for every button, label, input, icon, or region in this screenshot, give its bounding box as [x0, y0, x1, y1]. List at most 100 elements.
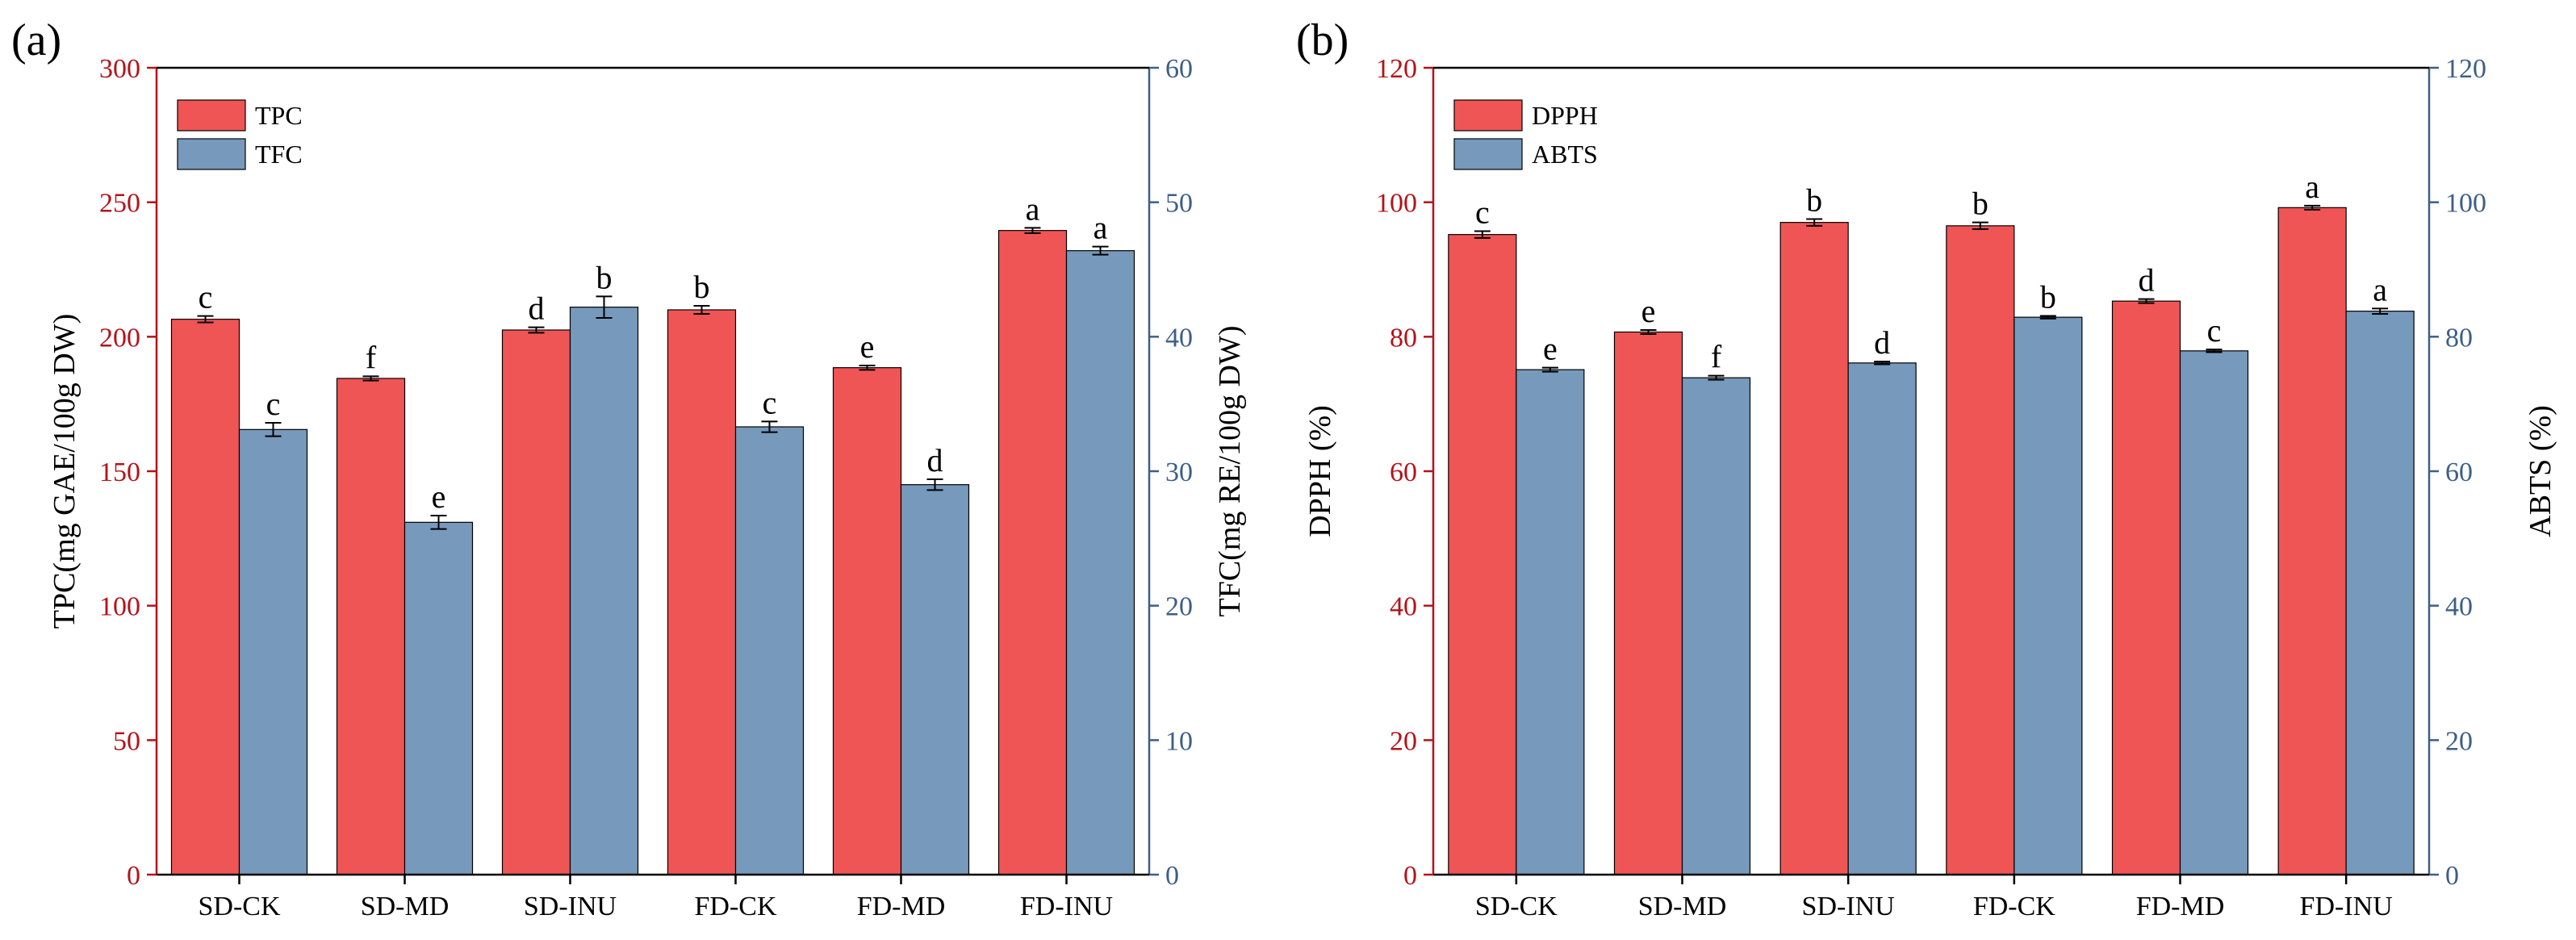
significance-letter: f: [366, 339, 377, 375]
legend-label-dpph: DPPH: [1532, 101, 1598, 130]
significance-letter: b: [596, 259, 613, 295]
bar-dpph-fd-inu: [2277, 207, 2347, 875]
bar-tpc-fd-ck: [667, 309, 737, 875]
x-tick-label: FD-CK: [1973, 892, 2055, 921]
legend-label-tpc: TPC: [255, 101, 303, 130]
y-left-tick-label: 80: [1390, 323, 1417, 353]
y-left-tick-label: 0: [1403, 861, 1417, 891]
y-left-tick-label: 250: [99, 189, 140, 219]
panel-label: (b): [1296, 15, 1349, 65]
significance-letter: c: [199, 279, 213, 315]
significance-letter: b: [694, 269, 710, 305]
y-left-tick-label: 100: [99, 592, 140, 622]
bar-tpc-fd-inu: [997, 230, 1068, 875]
bar-tfc-sd-md: [404, 521, 474, 875]
y-left-tick-label: 150: [99, 457, 140, 487]
y-right-tick-label: 20: [2445, 726, 2473, 756]
y-right-tick-label: 30: [1165, 457, 1193, 487]
chart-panel-b: (b) c e b b d a e f d b c a 0 20 40 60 80 100 120 0 20 40 60 80 1…: [1296, 15, 2557, 921]
x-tick-label: FD-INU: [1020, 892, 1113, 921]
x-tick-label: FD-MD: [857, 892, 946, 921]
bar-dpph-fd-ck: [1946, 225, 2015, 875]
bar-dpph-sd-ck: [1448, 234, 1517, 875]
legend-label-abts: ABTS: [1532, 140, 1598, 169]
chart-panel-a: (a) c f d b e a c e b c d a 0 50 100 150 200 250 300 0 10 20 30…: [11, 15, 1247, 921]
y-right-tick-label: 0: [2445, 861, 2459, 891]
x-tick-label: FD-INU: [2300, 892, 2393, 921]
y-right-tick-label: 50: [1165, 189, 1193, 219]
significance-letter: d: [529, 290, 545, 327]
bar-tpc-sd-inu: [501, 329, 571, 875]
bar-dpph-sd-inu: [1779, 222, 1849, 875]
y-left-axis-title: TPC(mg GAE/100g DW): [48, 314, 82, 629]
significance-letter: c: [266, 386, 281, 422]
bar-abts-fd-inu: [2345, 311, 2415, 875]
y-right-tick-label: 0: [1165, 861, 1179, 891]
significance-letter: b: [2040, 279, 2056, 315]
significance-letter: f: [1711, 339, 1722, 375]
y-left-tick-label: 0: [127, 861, 140, 891]
x-tick-label: SD-MD: [1638, 892, 1727, 921]
significance-letter: d: [1874, 324, 1890, 361]
significance-letter: a: [1026, 190, 1040, 227]
x-tick-label: SD-MD: [361, 892, 450, 921]
bar-tpc-sd-ck: [170, 319, 240, 875]
y-right-tick-label: 100: [2445, 189, 2486, 219]
bar-dpph-sd-md: [1613, 331, 1683, 875]
legend-swatch-abts: [1453, 138, 1523, 170]
y-right-tick-label: 80: [2445, 323, 2473, 353]
bar-tfc-sd-ck: [238, 428, 308, 875]
x-tick-label: SD-INU: [524, 892, 617, 921]
x-tick-label: SD-CK: [1475, 892, 1558, 921]
significance-letter: b: [1972, 186, 1988, 222]
x-tick-label: FD-MD: [2136, 892, 2225, 921]
bar-tpc-fd-md: [832, 367, 902, 875]
legend-swatch-tpc: [177, 99, 246, 132]
bar-tfc-sd-inu: [569, 307, 639, 875]
y-right-tick-label: 120: [2445, 54, 2486, 84]
bar-tfc-fd-inu: [1065, 250, 1135, 875]
significance-letter: a: [1094, 210, 1108, 246]
significance-letter: d: [2139, 262, 2155, 299]
bar-abts-sd-ck: [1516, 369, 1585, 875]
bar-abts-sd-md: [1681, 377, 1751, 875]
x-tick-label: SD-INU: [1802, 892, 1895, 921]
significance-letter: e: [860, 328, 875, 365]
panel-label: (a): [11, 15, 61, 65]
bar-abts-fd-md: [2179, 350, 2249, 875]
y-left-tick-label: 40: [1390, 592, 1417, 622]
y-right-tick-label: 10: [1165, 726, 1193, 756]
legend-swatch-tfc: [177, 138, 246, 170]
significance-letter: e: [1641, 293, 1656, 329]
y-right-tick-label: 60: [2445, 457, 2473, 487]
y-right-tick-label: 40: [2445, 592, 2473, 622]
significance-letter: d: [927, 442, 943, 478]
y-left-tick-label: 120: [1376, 54, 1417, 84]
y-right-tick-label: 60: [1165, 54, 1193, 84]
y-right-tick-label: 40: [1165, 323, 1193, 353]
y-left-tick-label: 60: [1390, 457, 1417, 487]
y-left-tick-label: 20: [1390, 726, 1417, 756]
significance-letter: e: [1543, 331, 1558, 367]
significance-letter: e: [432, 478, 446, 515]
significance-letter: a: [2373, 271, 2387, 307]
bar-tfc-fd-md: [900, 484, 970, 875]
significance-letter: c: [1475, 194, 1490, 231]
bar-abts-fd-ck: [2014, 316, 2083, 875]
significance-letter: a: [2305, 169, 2319, 205]
y-left-tick-label: 200: [99, 323, 140, 353]
y-right-tick-label: 20: [1165, 592, 1193, 622]
significance-letter: c: [2207, 312, 2222, 349]
bar-dpph-fd-md: [2111, 300, 2181, 875]
y-right-axis-title: ABTS (%): [2524, 405, 2557, 537]
y-right-axis-title: TFC(mg RE/100g DW): [1213, 326, 1247, 617]
legend-label-tfc: TFC: [255, 140, 303, 169]
x-tick-label: SD-CK: [198, 892, 280, 921]
significance-letter: b: [1806, 182, 1822, 219]
bar-tfc-fd-ck: [734, 426, 805, 875]
legend-swatch-dpph: [1453, 99, 1523, 132]
significance-letter: c: [763, 384, 777, 420]
bar-abts-sd-inu: [1847, 362, 1917, 875]
y-left-tick-label: 100: [1376, 189, 1417, 219]
